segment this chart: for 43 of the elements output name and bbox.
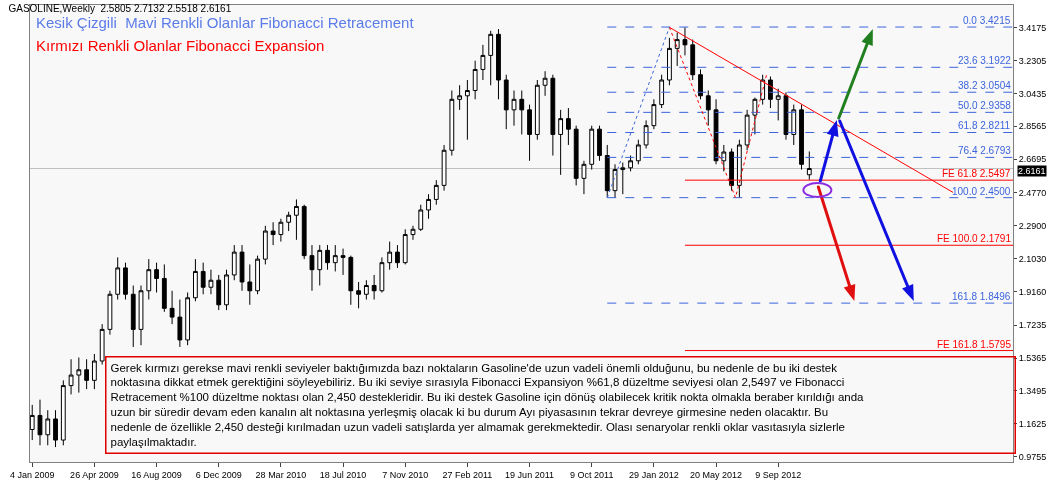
y-tick-label: 3.2305 bbox=[1018, 55, 1047, 66]
annotation: Kesik Çizgili Mavi Renkli Olanlar Fibonacci Retracement bbox=[36, 14, 415, 31]
series-label: 100.0 2.4500 bbox=[952, 186, 1011, 197]
series-label: 23.6 3.1922 bbox=[958, 55, 1012, 66]
x-tick-label: 27 Feb 2011 bbox=[442, 469, 493, 480]
x-tick-label: 20 May 2012 bbox=[690, 469, 743, 480]
x-tick-label: 28 Mar 2010 bbox=[255, 469, 307, 480]
y-tick-label: 2.1030 bbox=[1018, 253, 1047, 264]
series-label: 0.0 3.4215 bbox=[963, 15, 1011, 26]
annotation: Kırmızı Renkli Olanlar Fibonacci Expansion bbox=[36, 37, 325, 54]
x-tick-label: 29 Jan 2012 bbox=[629, 469, 679, 480]
y-tick-label: 2.4770 bbox=[1018, 188, 1047, 199]
x-tick-label: 4 Jan 2009 bbox=[9, 469, 55, 480]
series-label: FE 61.8 2.5497 bbox=[942, 168, 1011, 179]
ref-line-label: 2.6161 bbox=[1018, 166, 1046, 176]
y-tick-label: 1.7235 bbox=[1018, 320, 1047, 331]
series-label: 38.2 3.0504 bbox=[958, 80, 1012, 91]
x-tick-label: 19 Jun 2011 bbox=[505, 469, 554, 480]
y-tick-label: 3.4175 bbox=[1018, 22, 1047, 33]
series-label: 61.8 2.8211 bbox=[958, 120, 1011, 131]
annotation: Gerek kırmızı gerekse mavi renkli seviyeler baktığımızda bazı noktaların Gasoline'de uzun vadeli önemli olduğunu, bu nedenle de bu iki destek noktasına dikkat etmek gerektiğini söyleyebiliriz. Bu iki seviye sırasıyla Fibonacci Expansiyon %61,8 düzeltme seviyesi olan 2,5497 ve Fibonacci Retracement %100 düzeltme noktası olan 2,450 destekleridir. Bu iki destek Gasoline için dönüş olabilecek kritik nokta olmakla beraber kırıldığı anda uzun bir süredir devam eden kanalın alt noktasına yerleşmiş olacak ki bu durum Ayı piyasasının tekrar devreye girmesine neden olacaktır. Bu nedenle de özellikle 2,450 desteği kırılmadan uzun vadeli satışlarda yer almamak gerekmektedir. Olası senaryolar renkli oklar vasıtasıyla sizlerle paylaşılmaktadır. bbox=[110, 361, 865, 449]
chart-title: GASOLINE,Weekly 2.5805 2.7132 2.5518 2.6161 bbox=[8, 2, 232, 14]
y-tick-label: 1.3495 bbox=[1018, 386, 1047, 397]
series-label: 76.4 2.6793 bbox=[958, 145, 1012, 156]
series-label: FE 161.8 1.5795 bbox=[937, 339, 1012, 350]
y-tick-label: 2.2900 bbox=[1018, 220, 1047, 231]
series-label: FE 100.0 2.1791 bbox=[937, 233, 1012, 244]
y-tick-label: 2.8565 bbox=[1018, 121, 1047, 132]
x-tick-label: 18 Jul 2010 bbox=[319, 469, 367, 480]
x-tick-label: 9 Oct 2011 bbox=[570, 469, 614, 480]
x-tick-label: 26 Apr 2009 bbox=[70, 469, 119, 480]
y-tick-label: 1.5365 bbox=[1018, 353, 1047, 364]
y-tick-label: 0.9755 bbox=[1018, 451, 1047, 462]
x-tick-label: 7 Nov 2010 bbox=[382, 469, 429, 480]
series-label: 161.8 1.8496 bbox=[952, 291, 1011, 302]
y-tick-label: 1.9160 bbox=[1018, 286, 1047, 297]
series-label: 50.0 2.9358 bbox=[958, 100, 1012, 111]
x-tick-label: 6 Dec 2009 bbox=[195, 469, 242, 480]
y-tick-label: 2.6695 bbox=[1018, 154, 1047, 165]
x-tick-label: 16 Aug 2009 bbox=[131, 469, 182, 480]
y-tick-label: 1.1625 bbox=[1018, 418, 1047, 429]
x-tick-label: 9 Sep 2012 bbox=[755, 469, 802, 480]
y-tick-label: 3.0435 bbox=[1018, 88, 1047, 99]
